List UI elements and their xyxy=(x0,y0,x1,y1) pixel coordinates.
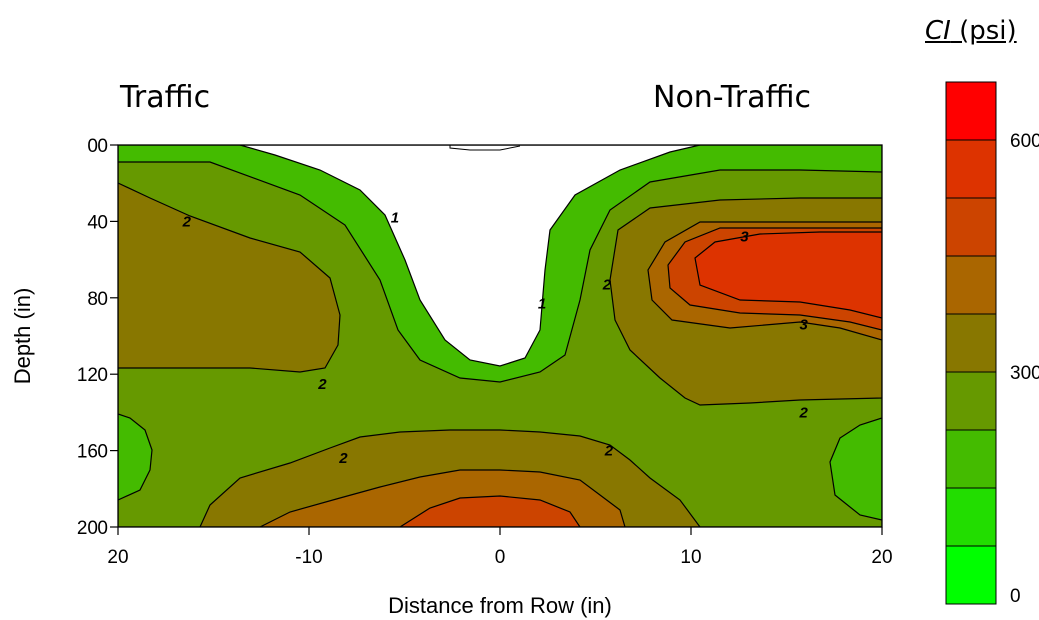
colorbar-title-ci: CI xyxy=(925,16,951,46)
y-tick-overprint: 0 xyxy=(97,518,108,539)
colorbar-swatch xyxy=(945,429,997,489)
contour-label: 3 xyxy=(800,317,809,334)
contour-label: 2 xyxy=(338,450,348,467)
colorbar-swatch xyxy=(945,197,997,257)
colorbar: 0 300 600 xyxy=(945,81,1039,607)
colorbar-swatch xyxy=(945,81,997,141)
y-tick-overprint: 0 xyxy=(97,289,108,310)
non-traffic-label: Non-Traffic xyxy=(653,80,812,115)
x-tick-label: 20 xyxy=(107,547,128,568)
y-axis-label: Depth (in) xyxy=(10,288,35,385)
y-tick-label: 8 xyxy=(87,289,98,310)
colorbar-swatch xyxy=(945,255,997,315)
y-tick-label: 12 xyxy=(77,365,98,386)
traffic-label: Traffic xyxy=(120,80,211,115)
colorbar-tick-label: 0 xyxy=(1010,586,1021,607)
contour-label: 2 xyxy=(182,213,192,230)
y-tick-overprint: 0 xyxy=(97,136,108,157)
colorbar-swatch xyxy=(945,139,997,199)
colorbar-swatch xyxy=(945,487,997,547)
colorbar-tick-label: 600 xyxy=(1010,131,1039,152)
contour-label: 2 xyxy=(604,443,614,460)
contour-label: 1 xyxy=(391,210,399,227)
colorbar-swatch xyxy=(945,545,997,605)
colorbar-tick-label: 300 xyxy=(1010,363,1039,384)
x-tick-label: -10 xyxy=(295,547,322,568)
surface-contour xyxy=(449,145,521,151)
y-tick-label: 20 xyxy=(77,518,98,539)
band-top xyxy=(694,231,882,319)
y-tick-label: 4 xyxy=(87,212,98,233)
x-tick-label: 10 xyxy=(680,547,701,568)
x-tick-label: 0 xyxy=(495,547,506,568)
colorbar-title-unit: (psi) xyxy=(950,16,1017,46)
colorbar-swatch xyxy=(945,313,997,373)
band-peak xyxy=(398,227,882,527)
y-tick-overprint: 0 xyxy=(97,212,108,233)
y-tick-overprint: 0 xyxy=(97,365,108,386)
contour-label: 3 xyxy=(740,229,749,246)
contour-label: 2 xyxy=(602,276,612,293)
contour-label: 1 xyxy=(538,296,546,313)
colorbar-swatch xyxy=(945,371,997,431)
y-tick-label: 0 xyxy=(87,136,98,157)
y-tick-label: 16 xyxy=(77,442,98,463)
contour-label: 2 xyxy=(799,404,809,421)
plot-area: 2 1 3 2 1 3 2 2 2 2 xyxy=(118,145,882,527)
x-tick-label: 20 xyxy=(871,547,892,568)
colorbar-title: CI (psi) xyxy=(925,16,1017,46)
no-data-region xyxy=(239,145,701,367)
x-axis-label: Distance from Row (in) xyxy=(388,593,612,618)
contour-label: 2 xyxy=(317,376,327,393)
y-tick-overprint: 0 xyxy=(97,442,108,463)
